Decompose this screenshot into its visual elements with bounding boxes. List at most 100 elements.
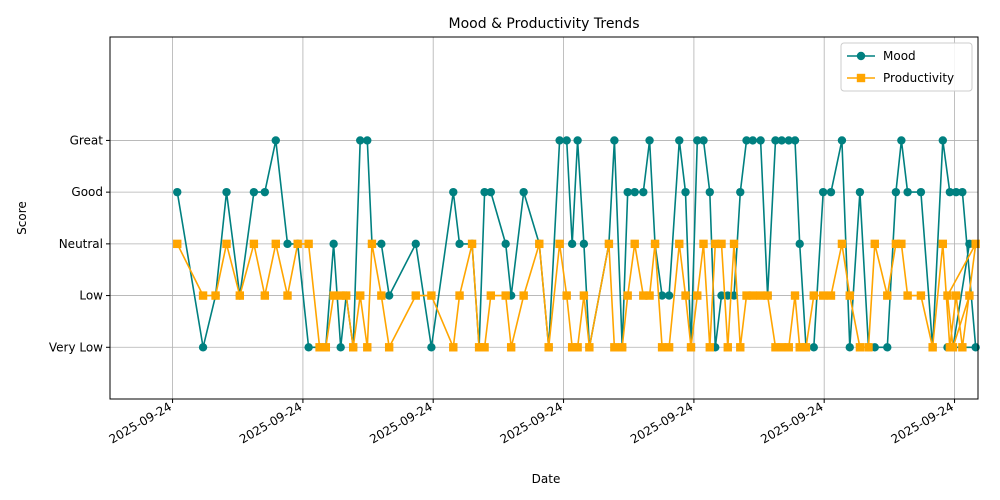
productivity-point <box>384 343 394 352</box>
productivity-point <box>211 291 220 300</box>
productivity-point <box>795 343 804 352</box>
mood-point <box>222 187 231 197</box>
y-tick-label: Great <box>70 133 104 147</box>
mood-point <box>579 239 589 249</box>
mood-point <box>519 187 528 197</box>
mood-point <box>336 343 345 352</box>
legend: Mood Productivity <box>840 42 973 92</box>
productivity-point <box>411 291 420 300</box>
mood-point <box>845 343 854 352</box>
productivity-point <box>535 239 544 249</box>
productivity-point <box>777 343 786 352</box>
productivity-point <box>304 239 313 249</box>
productivity-point <box>693 291 702 300</box>
productivity-point <box>630 239 639 249</box>
mood-point <box>837 136 847 145</box>
mood-point <box>729 291 739 300</box>
mood-point <box>891 187 901 197</box>
productivity-point <box>480 343 489 352</box>
mood-point <box>897 136 906 145</box>
productivity-point <box>235 291 245 300</box>
productivity-point <box>555 239 564 249</box>
mood-point <box>705 187 714 197</box>
productivity-point <box>723 343 732 352</box>
mood-point <box>329 239 338 249</box>
productivity-point <box>249 239 259 249</box>
mood-point <box>645 136 654 145</box>
legend-box <box>840 42 973 92</box>
productivity-point <box>736 343 745 352</box>
productivity-point <box>971 239 980 249</box>
productivity-point <box>562 291 571 300</box>
mood-point <box>681 187 690 197</box>
productivity-point <box>784 343 793 352</box>
mood-point <box>826 187 836 197</box>
mood-point <box>377 239 386 249</box>
productivity-point <box>283 291 292 300</box>
mood-point <box>903 187 912 197</box>
productivity-point <box>449 343 458 352</box>
y-tick-label: Low <box>79 289 103 303</box>
productivity-point <box>617 343 627 352</box>
mood-point <box>283 239 292 249</box>
productivity-point <box>639 291 648 300</box>
mood-point <box>938 136 948 145</box>
mood-point <box>384 291 394 300</box>
mood-point <box>748 136 757 145</box>
productivity-point <box>897 239 906 249</box>
mood-point <box>790 136 800 145</box>
legend-label-productivity: Productivity <box>883 71 954 85</box>
y-tick-label: Neutral <box>59 237 103 251</box>
productivity-point <box>367 239 377 249</box>
mood-point <box>501 239 510 249</box>
legend-marker-productivity <box>856 73 866 83</box>
y-axis-label: Score <box>15 201 29 235</box>
plot-area-frame <box>109 36 979 400</box>
productivity-point <box>336 291 345 300</box>
productivity-point <box>928 343 937 352</box>
mood-point <box>916 187 926 197</box>
productivity-point <box>474 343 484 352</box>
mood-point <box>777 136 786 145</box>
mood-point <box>693 136 702 145</box>
productivity-point <box>826 291 836 300</box>
productivity-point <box>729 239 739 249</box>
mood-point <box>480 187 489 197</box>
productivity-point <box>864 343 873 352</box>
productivity-point <box>891 239 901 249</box>
productivity-point <box>748 291 757 300</box>
productivity-point <box>645 291 654 300</box>
productivity-point <box>938 239 948 249</box>
productivity-point <box>681 291 690 300</box>
x-axis-label: Date <box>532 472 561 486</box>
productivity-point <box>271 239 280 249</box>
productivity-point <box>579 291 589 300</box>
mood-point <box>486 187 496 197</box>
productivity-point <box>329 291 338 300</box>
productivity-point <box>506 343 516 352</box>
productivity-point <box>664 343 674 352</box>
mood-point <box>411 239 420 249</box>
productivity-point <box>705 343 714 352</box>
productivity-point <box>699 239 708 249</box>
mood-point <box>736 187 745 197</box>
mood-point <box>449 187 458 197</box>
productivity-point <box>686 343 696 352</box>
mood-point <box>675 136 684 145</box>
productivity-point <box>604 239 614 249</box>
productivity-point <box>951 291 961 300</box>
productivity-point <box>585 343 594 352</box>
mood-point <box>363 136 372 145</box>
productivity-point <box>790 291 800 300</box>
mood-point <box>610 136 619 145</box>
productivity-point <box>173 239 182 249</box>
mood-point <box>723 291 732 300</box>
chart-title: Mood & Productivity Trends <box>449 16 640 32</box>
mood-point <box>664 291 674 300</box>
mood-point <box>883 343 892 352</box>
productivity-point <box>315 343 324 352</box>
productivity-point <box>916 291 926 300</box>
productivity-point <box>958 343 967 352</box>
productivity-point <box>427 291 436 300</box>
